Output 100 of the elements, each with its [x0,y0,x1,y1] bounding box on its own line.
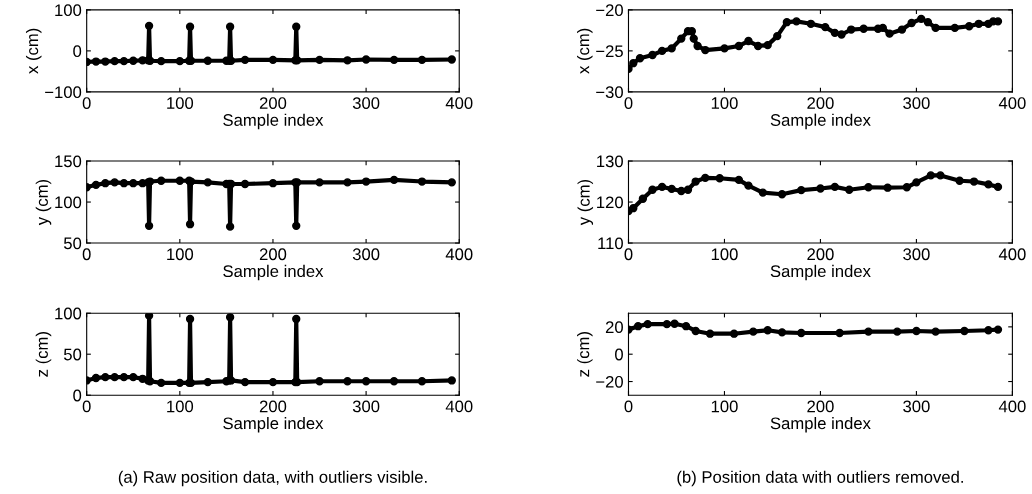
point [782,18,792,27]
x-tick-label: 0 [624,248,633,261]
point [157,56,166,66]
point [931,327,940,336]
point [763,326,772,335]
point [846,25,856,34]
point [677,34,686,43]
point [240,55,250,65]
point [859,24,868,33]
point [830,182,840,192]
point [144,221,154,230]
point [729,329,739,338]
point [110,372,119,382]
x-axis-title: Sample index [770,113,871,130]
point [101,57,110,66]
point [389,377,399,386]
point [225,22,235,31]
x-tick-label: 100 [167,97,194,109]
x-tick-label: 400 [445,248,473,261]
point [984,180,993,189]
point [315,55,324,65]
point [185,22,195,31]
point [129,372,138,382]
point [835,328,844,338]
x-tick-label: 100 [711,400,738,413]
point [417,177,427,186]
point [185,314,195,324]
y-tick-label: −30 [596,86,623,99]
point [648,50,657,60]
y-tick-label: 0 [73,389,82,402]
point [974,19,983,28]
x-tick-label: 300 [903,248,930,261]
x-tick-label: 400 [445,97,473,109]
point [101,179,110,188]
point [101,372,110,382]
text: (a) Raw position data, with outliers visible. [118,470,427,487]
point [157,378,166,388]
point [902,183,911,192]
y-tick-label: 120 [597,196,623,209]
y-tick-label: 50 [63,348,82,361]
x-tick-label: 0 [624,400,633,413]
point [693,41,702,51]
point [361,177,371,186]
y-tick-label: −25 [596,45,623,58]
point [792,17,801,26]
x-tick-label: 400 [998,400,1026,413]
x-axis-title: Sample index [770,264,871,281]
point [417,55,427,65]
x-tick-label: 200 [807,248,834,261]
point [758,188,768,197]
point [119,56,129,66]
point [157,176,166,185]
point [203,178,212,187]
x-axis-title: Sample index [770,416,871,433]
point [720,44,729,53]
point [931,23,940,33]
point [816,184,825,193]
point [912,178,921,187]
point [203,377,212,387]
x-tick-label: 400 [998,97,1026,109]
point [683,185,693,194]
point [633,322,643,331]
y-tick-label: 150 [55,155,82,168]
x-tick-label: 200 [807,400,834,413]
point [885,29,894,38]
point [175,56,184,66]
point [917,14,926,24]
point [993,182,1003,192]
y-tick-label: −20 [596,375,623,388]
y-axis-title: y (cm) [35,179,52,226]
point [821,22,830,32]
y-tick-label: 20 [605,321,623,334]
point [361,55,371,64]
point [960,326,969,336]
point [91,180,101,189]
point [955,176,964,185]
point [734,41,744,51]
y-axis-title: y (cm) [577,179,594,226]
x-tick-label: 200 [807,97,834,109]
point [629,204,638,213]
point [417,377,427,386]
point [361,377,371,386]
point [744,36,753,46]
point [643,319,652,329]
point [773,31,782,41]
point [657,46,667,56]
point [292,221,301,230]
point [447,55,456,64]
point [912,326,921,336]
point [923,18,933,27]
point [926,171,935,180]
x-tick-label: 400 [445,400,473,413]
x-tick-label: 300 [903,97,930,109]
point [965,22,974,31]
y-tick-label: 100 [55,196,82,209]
y-axis-title: x (cm) [25,28,42,74]
point [635,54,645,63]
point [691,326,700,336]
point [657,182,667,192]
point [343,178,352,187]
